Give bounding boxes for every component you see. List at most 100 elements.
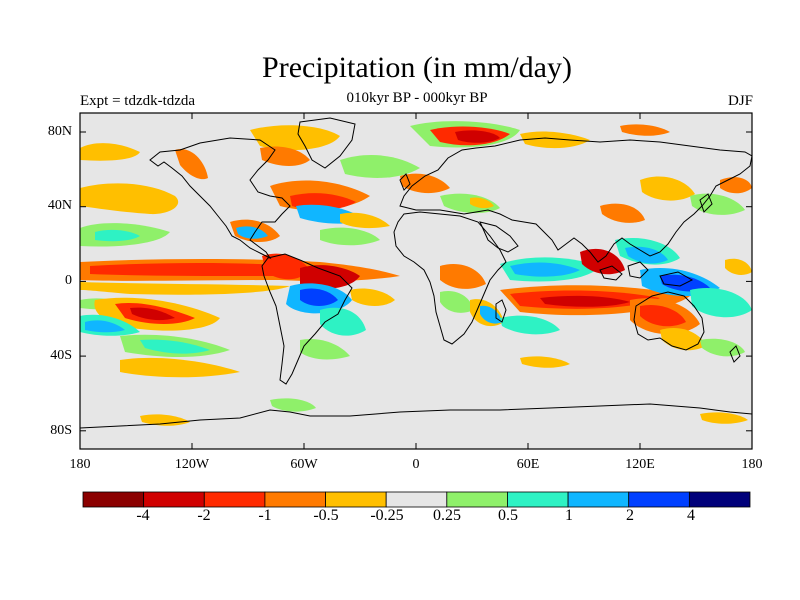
season-label: DJF bbox=[727, 93, 753, 109]
colorbar-label: -0.5 bbox=[313, 507, 339, 524]
anomaly-patch bbox=[300, 288, 338, 306]
coast-uk bbox=[399, 173, 411, 191]
lat-label-40n: 40N bbox=[47, 198, 72, 213]
coast-north-america bbox=[149, 137, 291, 260]
anomaly-patch bbox=[625, 246, 668, 264]
lat-label-0: 0 bbox=[65, 273, 72, 288]
lat-label-80n: 80N bbox=[47, 124, 72, 139]
coast-arabia bbox=[479, 221, 519, 253]
anomaly-patch bbox=[300, 338, 350, 360]
colorbar-label: 0.5 bbox=[498, 507, 518, 524]
anomaly-patch bbox=[140, 339, 210, 354]
anomaly-patch bbox=[250, 125, 340, 151]
anomaly-patch bbox=[480, 305, 502, 324]
anomaly-patch bbox=[350, 288, 395, 306]
lat-label-40s: 40S bbox=[50, 348, 72, 363]
figure-subtitle: 010kyr BP - 000kyr BP bbox=[346, 90, 488, 106]
anomaly-patch bbox=[95, 229, 140, 242]
anomaly-patch bbox=[300, 265, 360, 289]
colorbar-label: 0.25 bbox=[433, 507, 461, 524]
coast-madagascar bbox=[495, 299, 507, 323]
coast-new-guinea bbox=[659, 271, 694, 287]
colorbar-label: 1 bbox=[565, 507, 573, 524]
coast-australia bbox=[633, 291, 705, 351]
lat-label-80s: 80S bbox=[50, 423, 72, 438]
colorbar-box bbox=[628, 491, 690, 508]
anomaly-patch bbox=[80, 143, 140, 161]
coastlines bbox=[80, 117, 752, 429]
anomaly-patch bbox=[440, 264, 486, 289]
anomaly-patch bbox=[700, 338, 745, 357]
experiment-label: Expt = tdzdk-tdzda bbox=[80, 93, 196, 109]
anomaly-patch bbox=[690, 193, 745, 215]
anomaly-patch bbox=[140, 414, 190, 426]
anomaly-patch bbox=[640, 304, 686, 327]
coast-greenland bbox=[297, 117, 356, 169]
anomaly-patch bbox=[130, 307, 175, 321]
colorbar-box bbox=[507, 491, 569, 508]
anomaly-patch bbox=[640, 176, 695, 201]
anomaly-patch bbox=[500, 315, 560, 335]
lon-label-60e: 60E bbox=[516, 457, 540, 472]
lon-label-0: 0 bbox=[412, 457, 420, 472]
lon-label-120w: 120W bbox=[174, 457, 210, 472]
anomaly-patch bbox=[90, 263, 309, 276]
anomaly-patch bbox=[510, 262, 580, 277]
anomaly-patch bbox=[660, 327, 706, 351]
anomaly-patch bbox=[320, 227, 380, 246]
colorbar-box bbox=[143, 491, 205, 508]
anomaly-patch bbox=[262, 253, 310, 280]
colorbar-box bbox=[325, 491, 387, 508]
colorbar-box bbox=[688, 491, 751, 508]
anomaly-patch bbox=[700, 412, 748, 424]
coast-antarctica bbox=[80, 403, 752, 429]
anomaly-patch bbox=[270, 398, 316, 412]
precip-anomaly-field bbox=[80, 121, 752, 426]
colorbar-label: -0.25 bbox=[370, 507, 404, 524]
anomaly-patch bbox=[440, 290, 474, 313]
anomaly-patch bbox=[725, 258, 752, 275]
anomaly-patch bbox=[400, 173, 450, 194]
coast-new-zealand bbox=[729, 345, 741, 363]
colorbar bbox=[82, 491, 751, 508]
axis-ticks bbox=[79, 113, 753, 449]
coast-south-america bbox=[261, 253, 353, 385]
colorbar-label: -4 bbox=[136, 507, 150, 524]
figure-title: Precipitation (in mm/day) bbox=[262, 51, 572, 84]
anomaly-patch bbox=[520, 131, 590, 149]
anomaly-patch bbox=[520, 356, 570, 368]
lon-label-120e: 120E bbox=[625, 457, 655, 472]
anomaly-patch bbox=[540, 295, 630, 307]
anomaly-patch bbox=[320, 307, 366, 336]
anomaly-patch bbox=[175, 149, 208, 180]
anomaly-patch bbox=[80, 183, 179, 215]
lon-label-180w: 180 bbox=[69, 457, 91, 472]
anomaly-patch bbox=[80, 282, 290, 295]
anomaly-patch bbox=[470, 197, 494, 209]
coast-eurasia bbox=[399, 137, 752, 263]
anomaly-patch bbox=[85, 320, 125, 333]
colorbar-box bbox=[446, 491, 508, 508]
lon-label-180e: 180 bbox=[741, 457, 763, 472]
colorbar-box bbox=[385, 491, 448, 508]
colorbar-label: 4 bbox=[687, 507, 695, 524]
lon-label-60w: 60W bbox=[290, 457, 318, 472]
coast-japan bbox=[699, 193, 713, 213]
anomaly-patch bbox=[720, 177, 752, 194]
anomaly-patch bbox=[455, 130, 500, 143]
anomaly-patch bbox=[236, 226, 268, 239]
anomaly-patch bbox=[690, 288, 752, 318]
anomaly-patch bbox=[260, 146, 310, 166]
anomaly-patch bbox=[340, 212, 390, 229]
coast-sumatra bbox=[599, 265, 623, 281]
coast-borneo bbox=[627, 261, 649, 279]
anomaly-patch bbox=[120, 357, 240, 378]
colorbar-box bbox=[82, 491, 145, 508]
colorbar-box bbox=[264, 491, 326, 508]
anomaly-patch bbox=[340, 154, 420, 178]
colorbar-box bbox=[203, 491, 266, 508]
anomaly-patch bbox=[620, 124, 670, 136]
colorbar-box bbox=[567, 491, 630, 508]
colorbar-label: 2 bbox=[626, 507, 634, 524]
